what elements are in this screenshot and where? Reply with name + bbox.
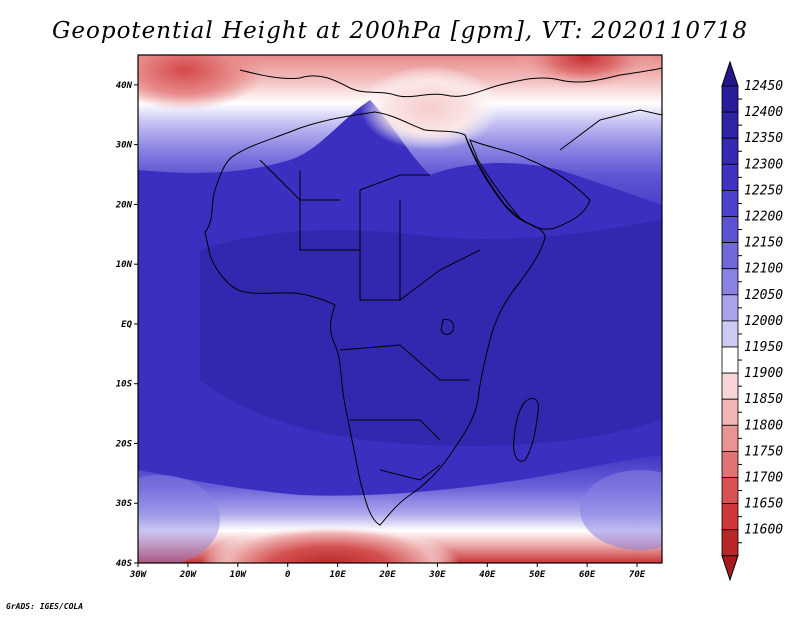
colorbar-swatch	[721, 189, 739, 217]
field-south-low	[200, 525, 460, 563]
colorbar-swatch	[721, 477, 739, 505]
field-south-east-trough	[580, 470, 662, 550]
border-5	[259, 159, 340, 201]
colorbar-swatch	[721, 503, 739, 531]
lat-tick-label: 20S	[115, 439, 133, 449]
red-sea	[464, 134, 526, 223]
lon-tick-label: 20W	[179, 570, 198, 580]
lon-tick-label: 70E	[629, 570, 646, 580]
lat-tick-label: EQ	[121, 320, 132, 330]
africa-coastline	[204, 111, 546, 526]
lake-victoria	[440, 319, 454, 335]
colorbar-label: 11750	[744, 444, 783, 459]
colorbar-label: 12250	[744, 183, 783, 198]
arabian-peninsula	[469, 139, 591, 230]
colorbar-label: 12150	[744, 236, 783, 251]
plot-frame	[137, 54, 663, 564]
colorbar-swatch	[721, 372, 739, 400]
colorbar: 12450 12400 12350 12300 12250 12200 12150 12100…	[721, 60, 783, 582]
lat-tick-label: 10N	[116, 260, 133, 270]
colorbar-swatch	[721, 398, 739, 426]
lon-tick-label: 60E	[579, 570, 596, 580]
colorbar-label: 12100	[744, 262, 783, 277]
lon-tick-label: 50E	[529, 570, 546, 580]
field-south-west-trough	[138, 475, 220, 563]
colorbar-label: 11900	[744, 366, 783, 381]
colorbar-label: 11600	[744, 523, 783, 538]
field-north-low-east	[515, 55, 655, 88]
colorbar-label: 12300	[744, 157, 783, 172]
colorbar-top-arrow	[721, 60, 739, 87]
colorbar-swatch	[721, 529, 739, 557]
field-mediterranean-ridge	[360, 66, 500, 150]
lat-tick-label: 40S	[116, 559, 133, 569]
colorbar-swatch	[721, 111, 739, 139]
lon-tick-label: 10W	[230, 570, 248, 580]
colorbar-swatch	[721, 346, 739, 374]
colorbar-swatch	[721, 85, 739, 113]
colorbar-swatch	[721, 216, 739, 244]
colorbar-label: 12200	[744, 210, 783, 225]
colorbar-swatch	[721, 294, 739, 322]
longitude-ticks: 30W 20W 10W 0 10E 20E 30E 40E 50E 60E 70E	[129, 563, 646, 580]
colorbar-swatch	[721, 450, 739, 478]
colorbar-bottom-arrow	[721, 555, 739, 582]
colorbar-label: 11650	[744, 497, 783, 512]
border-1	[299, 170, 430, 251]
lat-tick-label: 10S	[116, 380, 133, 390]
border-4	[350, 419, 441, 441]
colorbar-label: 12000	[744, 314, 783, 329]
lat-tick-label: 20N	[115, 200, 133, 210]
colorbar-label: 12400	[744, 105, 783, 120]
field-north-low-west	[138, 55, 265, 110]
border-7	[559, 109, 662, 151]
colorbar-label: 12450	[744, 79, 783, 94]
field-core	[200, 220, 662, 447]
lon-tick-label: 30E	[428, 570, 446, 580]
lon-tick-label: 30W	[129, 570, 148, 580]
colorbar-swatch	[721, 163, 739, 191]
colorbar-swatch	[721, 320, 739, 348]
latitude-ticks: 40N 30N 20N 10N EQ 10S 20S 30S 40S	[115, 81, 138, 569]
europe-coast	[239, 67, 662, 98]
geopotential-field	[138, 55, 662, 563]
lat-tick-label: 40N	[116, 81, 133, 91]
lat-tick-label: 30N	[115, 141, 133, 151]
colorbar-label: 11800	[744, 418, 783, 433]
colorbar-swatch	[721, 137, 739, 165]
border-3	[339, 344, 470, 381]
colorbar-label: 11700	[744, 471, 783, 486]
colorbar-label: 11950	[744, 340, 783, 355]
colorbar-label: 11850	[744, 392, 783, 407]
lon-tick-label: 20E	[378, 570, 396, 580]
lat-tick-label: 30S	[115, 499, 133, 509]
colorbar-swatch	[721, 268, 739, 296]
lon-tick-label: 0	[285, 570, 291, 580]
border-8	[379, 464, 441, 481]
coastlines	[204, 67, 662, 526]
colorbar-label: 12050	[744, 288, 783, 303]
map-title: Geopotential Height at 200hPa [gpm], VT:…	[52, 18, 748, 44]
madagascar	[513, 397, 539, 462]
lon-tick-label: 40E	[479, 570, 496, 580]
grads-credit: GrADS: IGES/COLA	[6, 602, 84, 611]
colorbar-label: 12350	[744, 131, 783, 146]
lon-tick-label: 10E	[329, 570, 346, 580]
colorbar-swatch	[721, 242, 739, 270]
colorbar-swatch	[721, 424, 739, 452]
